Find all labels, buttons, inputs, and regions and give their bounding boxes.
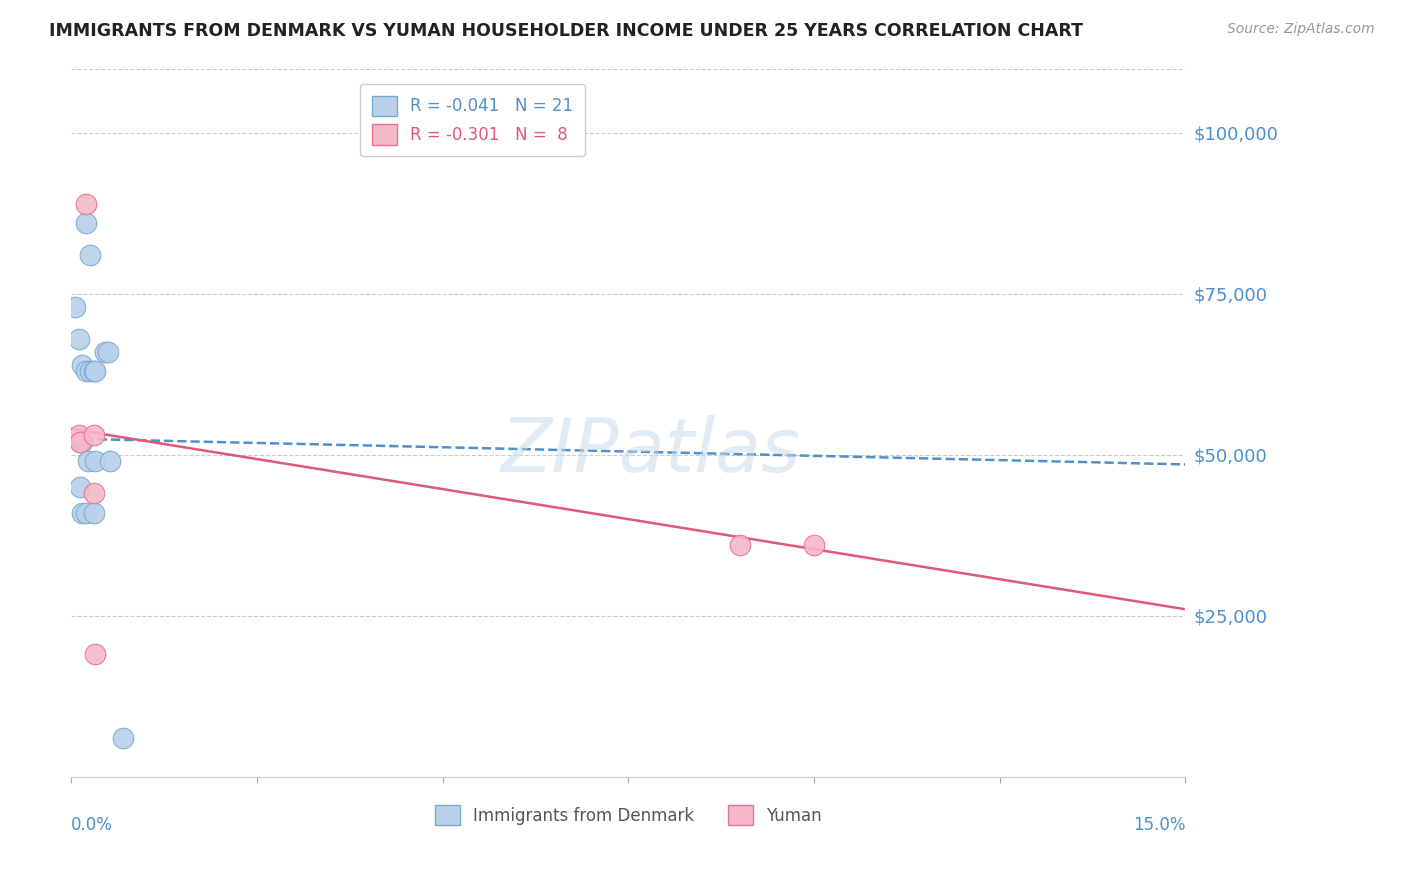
- Point: [79, 364, 101, 378]
- Point: [728, 538, 751, 552]
- Point: [84, 454, 107, 468]
- Point: [67, 428, 90, 442]
- Point: [79, 248, 101, 262]
- Point: [72, 506, 94, 520]
- Point: [83, 428, 105, 442]
- Point: [83, 506, 105, 520]
- Legend: Immigrants from Denmark, Yuman: Immigrants from Denmark, Yuman: [429, 798, 828, 832]
- Point: [84, 648, 107, 662]
- Point: [72, 358, 94, 372]
- Point: [84, 364, 107, 378]
- Point: [93, 344, 115, 359]
- Text: 0.0%: 0.0%: [72, 815, 112, 833]
- Point: [75, 364, 97, 378]
- Point: [72, 434, 94, 449]
- Point: [76, 454, 98, 468]
- Text: IMMIGRANTS FROM DENMARK VS YUMAN HOUSEHOLDER INCOME UNDER 25 YEARS CORRELATION C: IMMIGRANTS FROM DENMARK VS YUMAN HOUSEHO…: [49, 22, 1083, 40]
- Point: [112, 731, 135, 745]
- Point: [98, 454, 121, 468]
- Point: [69, 434, 91, 449]
- Point: [97, 344, 120, 359]
- Point: [69, 480, 91, 494]
- Point: [83, 486, 105, 500]
- Text: ZIPatlas: ZIPatlas: [501, 415, 800, 487]
- Point: [63, 300, 86, 314]
- Point: [803, 538, 825, 552]
- Point: [75, 216, 97, 230]
- Point: [75, 506, 97, 520]
- Point: [67, 332, 90, 346]
- Text: Source: ZipAtlas.com: Source: ZipAtlas.com: [1227, 22, 1375, 37]
- Point: [83, 364, 105, 378]
- Text: 15.0%: 15.0%: [1133, 815, 1185, 833]
- Point: [75, 196, 97, 211]
- Point: [69, 434, 91, 449]
